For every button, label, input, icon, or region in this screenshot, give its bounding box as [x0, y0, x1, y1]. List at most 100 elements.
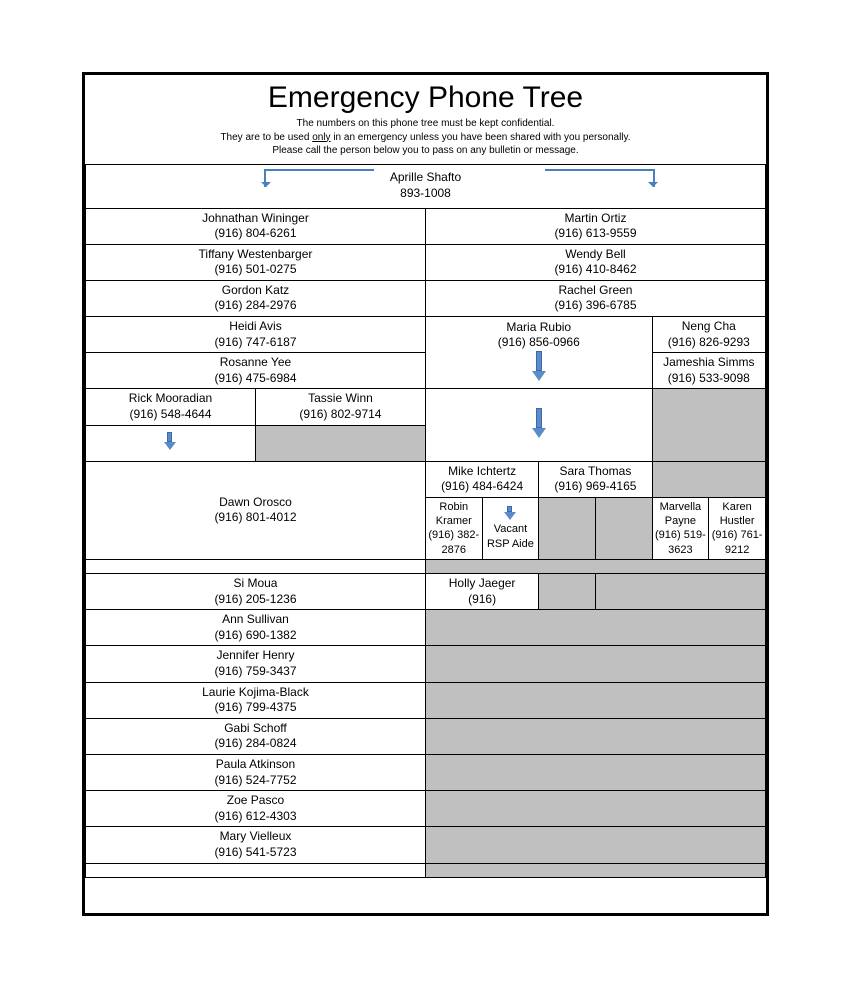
tail-4: Paula Atkinson (916) 524-7752	[86, 754, 426, 790]
l2-right-phone: (916) 410-8462	[554, 262, 636, 276]
arrow-down-icon	[532, 351, 546, 381]
l4-b-phone: (916) 856-0966	[498, 335, 580, 349]
grey-cell	[652, 461, 765, 497]
l3-right-name: Rachel Green	[558, 283, 632, 297]
grey-cell	[539, 497, 596, 559]
grey-cell	[425, 791, 765, 827]
grey-cell	[539, 574, 596, 610]
tail-0: Ann Sullivan (916) 690-1382	[86, 610, 426, 646]
root-cell: Aprille Shafto 893-1008	[86, 164, 766, 208]
l8-e-phone: (916) 519-3623	[655, 529, 706, 555]
arrow-down-icon	[164, 432, 176, 450]
l1-left-name: Johnathan Wininger	[202, 211, 309, 225]
page: Emergency Phone Tree The numbers on this…	[0, 0, 851, 989]
l8-a: Dawn Orosco (916) 801-4012	[86, 461, 426, 559]
grey-cell	[425, 863, 765, 877]
tail-3-phone: (916) 284-0824	[214, 736, 296, 750]
l1-right: Martin Ortiz (916) 613-9559	[425, 208, 765, 244]
document-frame: Emergency Phone Tree The numbers on this…	[82, 72, 769, 916]
l4-a-name: Heidi Avis	[229, 319, 281, 333]
root-phone: 893-1008	[400, 186, 451, 200]
l5-c-name: Jameshia Simms	[663, 355, 754, 369]
l3-right: Rachel Green (916) 396-6785	[425, 280, 765, 316]
arrow-down-icon	[532, 408, 546, 438]
l2-left: Tiffany Westenbarger (916) 501-0275	[86, 244, 426, 280]
l6-b-name: Tassie Winn	[308, 391, 373, 405]
l8-b: Robin Kramer (916) 382-2876	[425, 497, 482, 559]
tail-5-phone: (916) 612-4303	[214, 809, 296, 823]
bracket-right-icon	[545, 169, 655, 187]
l9-a-phone: (916) 205-1236	[214, 592, 296, 606]
tail-6-phone: (916) 541-5723	[214, 845, 296, 859]
grey-cell	[425, 718, 765, 754]
tail-3: Gabi Schoff (916) 284-0824	[86, 718, 426, 754]
l7-b-phone: (916) 484-6424	[441, 479, 523, 493]
l6-b-phone: (916) 802-9714	[299, 407, 381, 421]
grey-cell	[425, 682, 765, 718]
l4-a-phone: (916) 747-6187	[214, 335, 296, 349]
l8-f-phone: (916) 761-9212	[712, 529, 763, 555]
tail-2-name: Laurie Kojima-Black	[202, 685, 309, 699]
grey-cell	[595, 574, 765, 610]
grey-cell	[652, 389, 765, 461]
tail-2-phone: (916) 799-4375	[214, 700, 296, 714]
l5-c-phone: (916) 533-9098	[668, 371, 750, 385]
l2-left-name: Tiffany Westenbarger	[199, 247, 313, 261]
tail-0-name: Ann Sullivan	[222, 612, 289, 626]
l6-a: Rick Mooradian (916) 548-4644	[86, 389, 256, 425]
subtitle-line1: The numbers on this phone tree must be k…	[297, 118, 555, 129]
l7-c-phone: (916) 969-4165	[554, 479, 636, 493]
tail-5-name: Zoe Pasco	[227, 793, 284, 807]
tail-4-phone: (916) 524-7752	[214, 773, 296, 787]
l4-b: Maria Rubio (916) 856-0966	[425, 317, 652, 389]
tail-1: Jennifer Henry (916) 759-3437	[86, 646, 426, 682]
l8-b-phone: (916) 382-2876	[428, 529, 479, 555]
subtitle-only: only	[312, 132, 330, 143]
l2-right: Wendy Bell (916) 410-8462	[425, 244, 765, 280]
l8-f: Karen Hustler (916) 761-9212	[709, 497, 766, 559]
l7-b: Mike Ichtertz (916) 484-6424	[425, 461, 538, 497]
tail-2: Laurie Kojima-Black (916) 799-4375	[86, 682, 426, 718]
l4-c-phone: (916) 826-9293	[668, 335, 750, 349]
grey-cell	[425, 560, 765, 574]
tail-6-name: Mary Vielleux	[220, 829, 292, 843]
l1-right-name: Martin Ortiz	[564, 211, 626, 225]
l3-right-phone: (916) 396-6785	[554, 298, 636, 312]
l1-right-phone: (916) 613-9559	[554, 226, 636, 240]
l1-left-phone: (916) 804-6261	[214, 226, 296, 240]
l5-a: Rosanne Yee (916) 475-6984	[86, 353, 426, 389]
l8-c-name: Vacant RSP Aide	[487, 523, 534, 549]
l4-c: Neng Cha (916) 826-9293	[652, 317, 765, 353]
l5-a-name: Rosanne Yee	[220, 355, 291, 369]
tail-4-name: Paula Atkinson	[216, 757, 295, 771]
grey-cell	[425, 754, 765, 790]
l7-c: Sara Thomas (916) 969-4165	[539, 461, 652, 497]
l4-b-name: Maria Rubio	[506, 320, 571, 334]
l6-arrow	[425, 389, 652, 461]
subtitle: The numbers on this phone tree must be k…	[85, 117, 766, 158]
l6-b: Tassie Winn (916) 802-9714	[255, 389, 425, 425]
tail-1-phone: (916) 759-3437	[214, 664, 296, 678]
l5-c: Jameshia Simms (916) 533-9098	[652, 353, 765, 389]
subtitle-line2c: in an emergency unless you have been sha…	[331, 132, 631, 143]
l9-a-name: Si Moua	[233, 576, 277, 590]
l8-b-name: Robin Kramer	[436, 501, 472, 527]
l4-a: Heidi Avis (916) 747-6187	[86, 317, 426, 353]
grey-cell	[425, 827, 765, 863]
l7-b-name: Mike Ichtertz	[448, 464, 516, 478]
grey-cell	[595, 497, 652, 559]
l3-left-phone: (916) 284-2976	[214, 298, 296, 312]
l4-c-name: Neng Cha	[682, 319, 736, 333]
l3-left-name: Gordon Katz	[222, 283, 289, 297]
l8-f-name: Karen Hustler	[720, 501, 755, 527]
tail-1-name: Jennifer Henry	[216, 648, 294, 662]
subtitle-line3: Please call the person below you to pass…	[272, 145, 578, 156]
l2-right-name: Wendy Bell	[565, 247, 625, 261]
l8-e: Marvella Payne (916) 519-3623	[652, 497, 709, 559]
subtitle-line2a: They are to be used	[220, 132, 312, 143]
l9-b: Holly Jaeger (916)	[425, 574, 538, 610]
tail-5: Zoe Pasco (916) 612-4303	[86, 791, 426, 827]
arrow-down-icon	[504, 506, 516, 518]
tail-3-name: Gabi Schoff	[224, 721, 286, 735]
root-name: Aprille Shafto	[390, 170, 461, 184]
